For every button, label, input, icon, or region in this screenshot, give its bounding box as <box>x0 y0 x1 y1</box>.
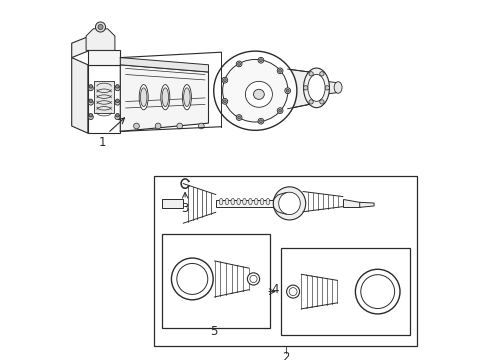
Circle shape <box>288 288 296 296</box>
Circle shape <box>98 24 103 30</box>
Circle shape <box>285 89 288 92</box>
Circle shape <box>115 85 119 88</box>
Ellipse shape <box>260 198 264 205</box>
Polygon shape <box>94 81 114 113</box>
Circle shape <box>284 88 290 94</box>
Circle shape <box>278 69 281 72</box>
Circle shape <box>249 275 257 283</box>
Ellipse shape <box>213 51 296 130</box>
Polygon shape <box>342 199 359 207</box>
Polygon shape <box>287 69 309 109</box>
Circle shape <box>237 63 240 66</box>
Circle shape <box>177 264 207 294</box>
Ellipse shape <box>183 88 190 107</box>
Circle shape <box>88 114 93 120</box>
Ellipse shape <box>303 68 329 108</box>
Polygon shape <box>88 65 120 133</box>
Polygon shape <box>120 65 208 131</box>
Polygon shape <box>72 36 101 58</box>
Ellipse shape <box>139 85 148 110</box>
Ellipse shape <box>242 198 246 205</box>
Ellipse shape <box>254 198 258 205</box>
Polygon shape <box>88 50 120 65</box>
Circle shape <box>115 100 120 105</box>
Circle shape <box>277 68 283 74</box>
Circle shape <box>115 114 120 120</box>
Ellipse shape <box>278 192 300 215</box>
Circle shape <box>319 72 324 76</box>
Ellipse shape <box>222 59 287 122</box>
Polygon shape <box>323 81 337 94</box>
Ellipse shape <box>307 74 325 101</box>
Circle shape <box>237 116 240 119</box>
Circle shape <box>355 269 399 314</box>
Circle shape <box>177 123 182 129</box>
Circle shape <box>88 86 93 91</box>
Ellipse shape <box>265 198 269 205</box>
Circle shape <box>286 285 299 298</box>
Polygon shape <box>120 58 208 72</box>
Circle shape <box>88 100 93 105</box>
Ellipse shape <box>230 198 234 205</box>
Circle shape <box>258 118 263 124</box>
Circle shape <box>236 61 242 67</box>
Text: 4: 4 <box>271 283 278 296</box>
Circle shape <box>115 113 119 117</box>
Circle shape <box>89 113 92 117</box>
Ellipse shape <box>245 81 272 107</box>
Text: 3: 3 <box>181 202 188 215</box>
Text: 5: 5 <box>210 325 217 338</box>
Circle shape <box>236 114 242 120</box>
Circle shape <box>325 86 329 90</box>
Ellipse shape <box>236 198 240 205</box>
Circle shape <box>308 72 313 76</box>
Polygon shape <box>359 202 373 207</box>
Bar <box>280 248 409 335</box>
Circle shape <box>89 85 92 88</box>
Ellipse shape <box>253 89 264 99</box>
Circle shape <box>89 99 92 103</box>
Circle shape <box>223 100 226 103</box>
Bar <box>154 176 416 346</box>
Circle shape <box>95 22 105 32</box>
Ellipse shape <box>333 82 342 93</box>
Circle shape <box>115 86 120 91</box>
Circle shape <box>171 258 213 300</box>
Circle shape <box>155 123 161 129</box>
Ellipse shape <box>248 198 252 205</box>
Polygon shape <box>72 58 88 133</box>
Circle shape <box>222 77 227 83</box>
Circle shape <box>115 99 119 103</box>
Ellipse shape <box>182 85 191 110</box>
Bar <box>162 234 269 328</box>
Ellipse shape <box>224 198 228 205</box>
Ellipse shape <box>140 88 146 107</box>
Circle shape <box>360 275 394 309</box>
Ellipse shape <box>161 85 169 110</box>
Ellipse shape <box>273 187 305 220</box>
Circle shape <box>247 273 259 285</box>
Polygon shape <box>215 200 273 207</box>
Text: 2: 2 <box>282 351 289 360</box>
Circle shape <box>308 100 313 104</box>
Text: 1: 1 <box>99 136 106 149</box>
Circle shape <box>303 86 307 90</box>
Circle shape <box>259 59 262 62</box>
Circle shape <box>259 120 262 123</box>
Circle shape <box>223 79 226 82</box>
Polygon shape <box>86 29 115 50</box>
Circle shape <box>133 123 139 129</box>
Polygon shape <box>162 199 183 208</box>
Circle shape <box>198 123 204 129</box>
Circle shape <box>278 109 281 112</box>
Circle shape <box>319 100 324 104</box>
Circle shape <box>222 98 227 104</box>
Ellipse shape <box>219 198 223 205</box>
Circle shape <box>258 57 263 63</box>
Circle shape <box>277 108 283 113</box>
Ellipse shape <box>162 88 168 107</box>
